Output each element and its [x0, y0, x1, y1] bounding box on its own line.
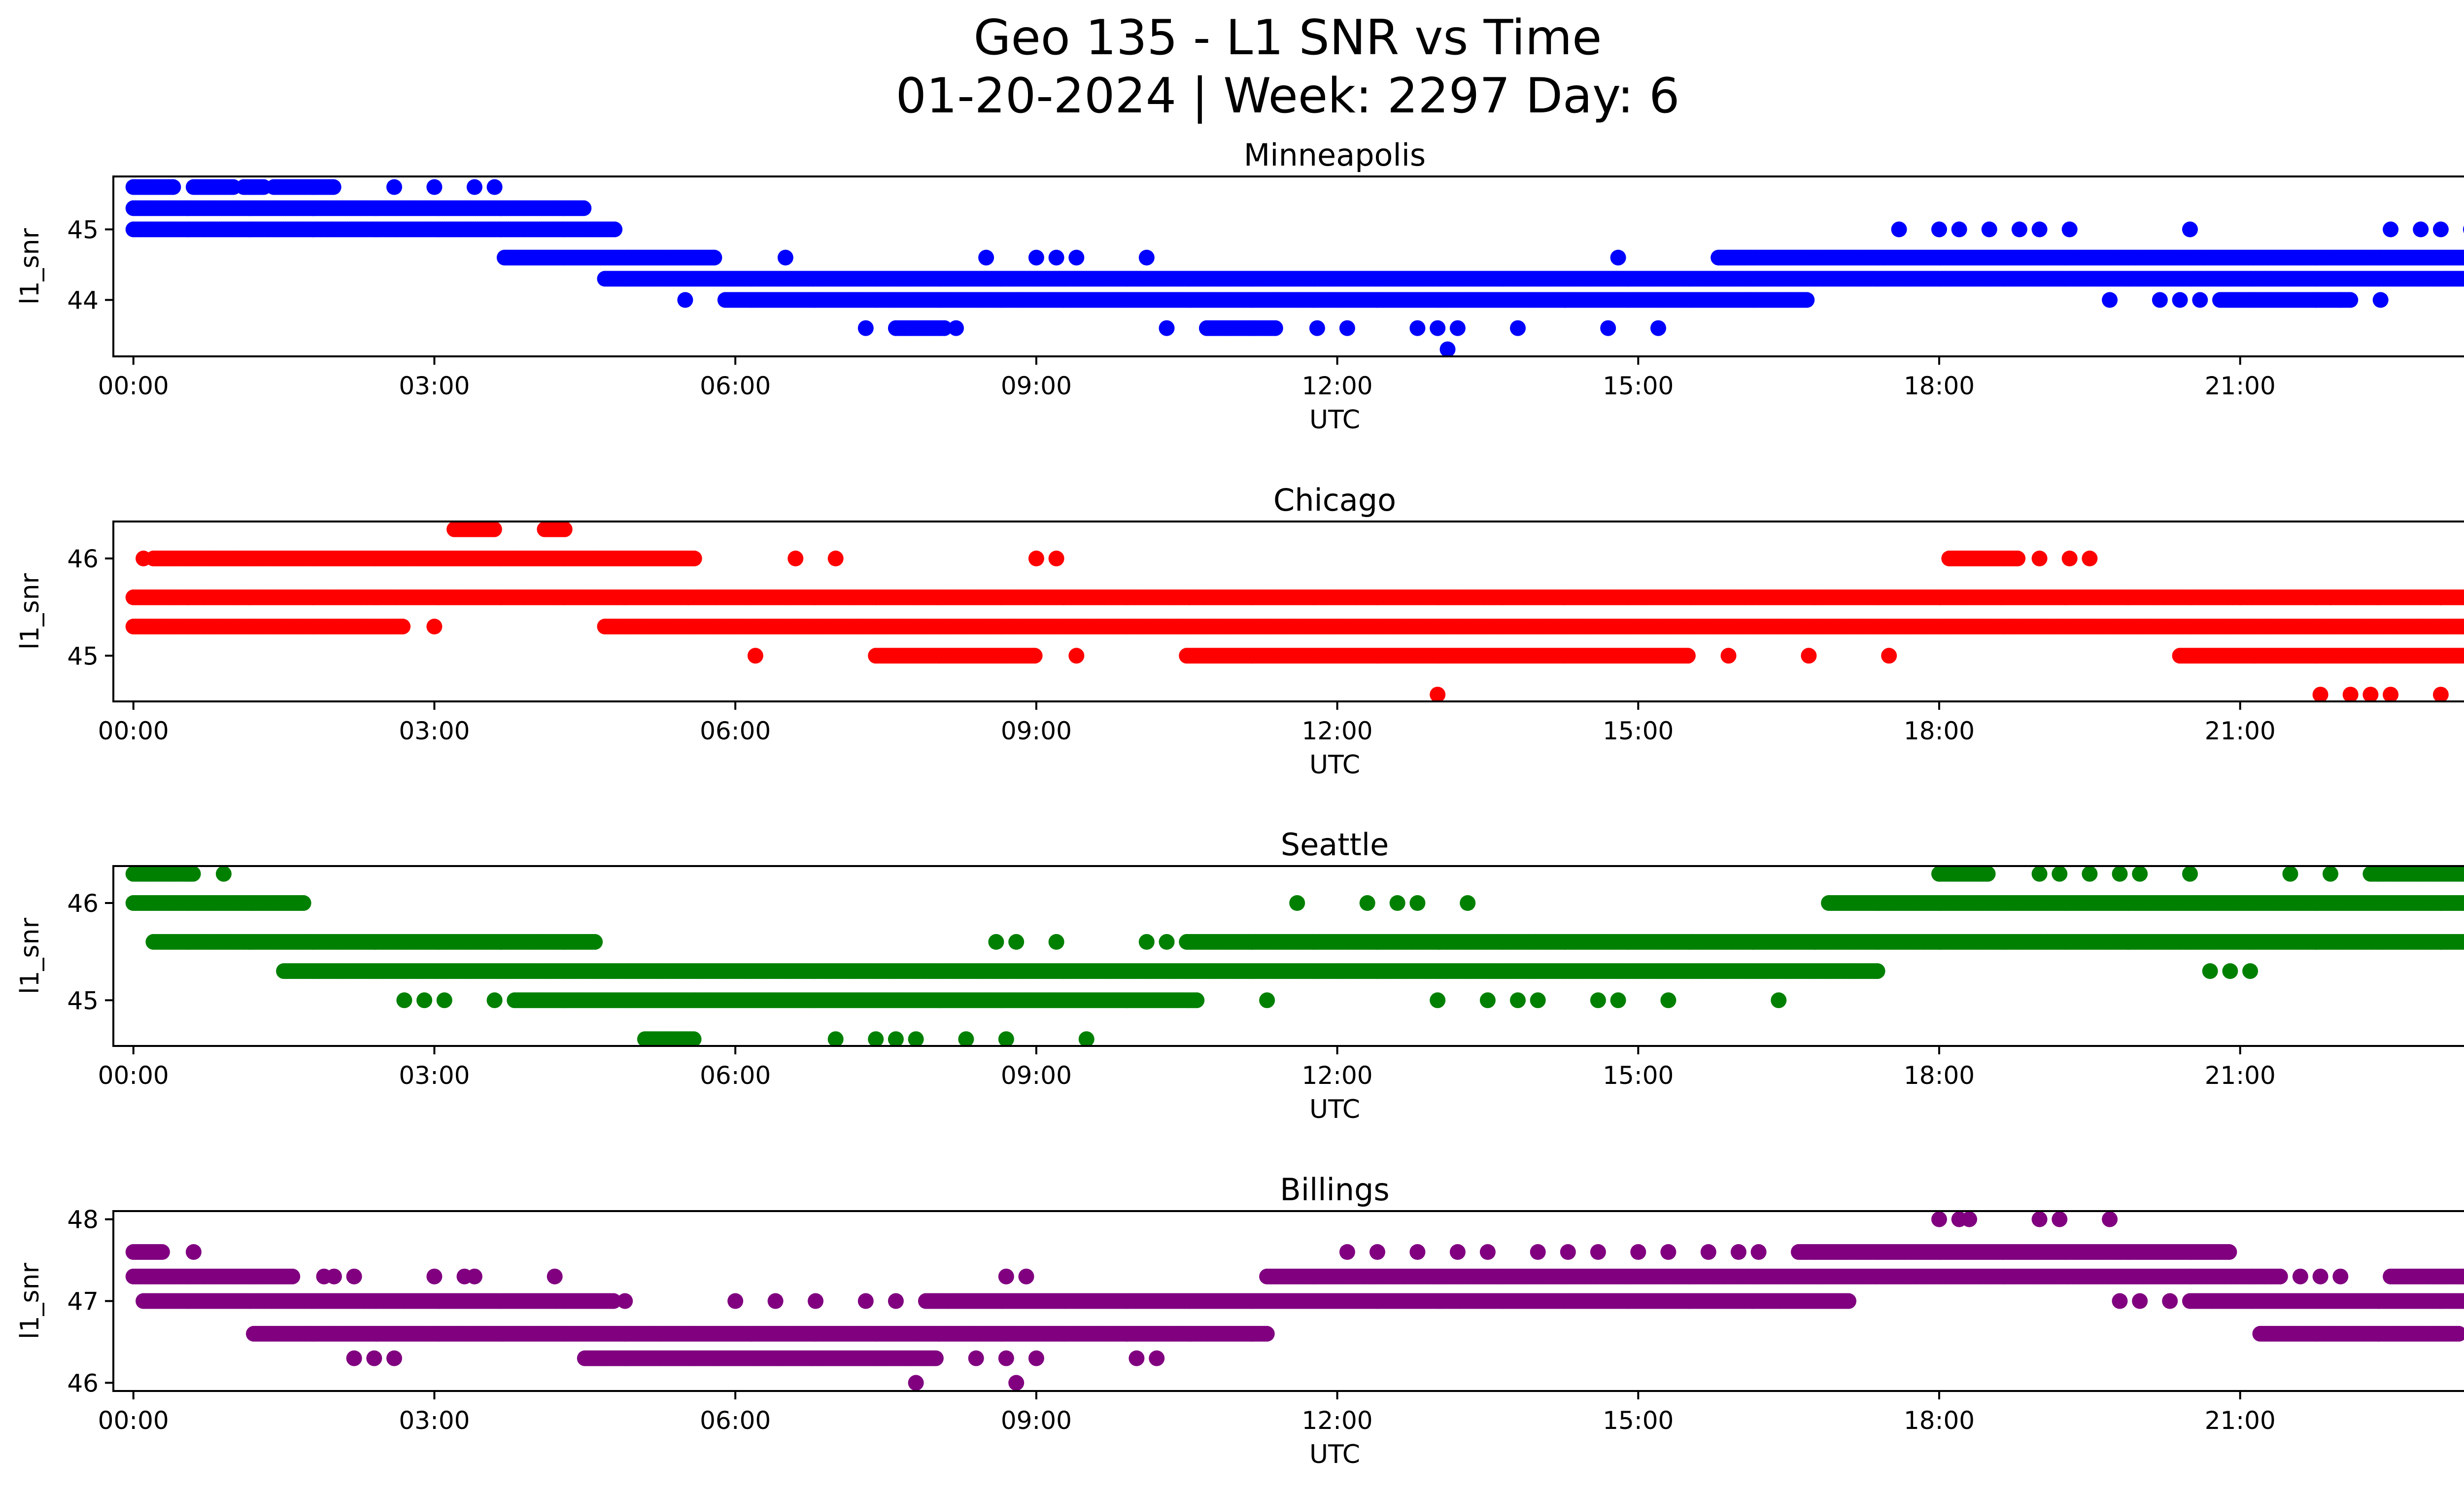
- data-point: [2152, 292, 2168, 308]
- data-point: [395, 619, 411, 635]
- data-point: [2463, 593, 2464, 602]
- data-point: [1439, 341, 1456, 356]
- data-point: [1068, 249, 1085, 266]
- data-point: [1309, 320, 1325, 336]
- data-point: [325, 179, 342, 195]
- data-point: [2462, 621, 2464, 632]
- data-point: [2332, 292, 2349, 308]
- data-point: [1048, 249, 1064, 266]
- data-point: [1951, 221, 1967, 238]
- subplots: Minneapolis 00:00 03:00 06:00 09:00 12:00 15:0…: [15, 137, 2464, 1469]
- data-point: [386, 179, 402, 195]
- data-point: [1799, 292, 1815, 308]
- data-point: [978, 249, 994, 266]
- x-tick-label-minneapolis: 18:00: [1904, 372, 1975, 400]
- data-point: [2061, 221, 2078, 238]
- figure-title: Geo 135 - L1 SNR vs Time: [973, 10, 1602, 66]
- x-tick-label-minneapolis: 15:00: [1603, 372, 1674, 400]
- data-point: [556, 522, 573, 537]
- data-point: [1339, 320, 1355, 336]
- data-point: [2462, 273, 2464, 284]
- data-point: [2372, 292, 2389, 308]
- data-point: [1600, 320, 1616, 336]
- data-point: [1931, 221, 1947, 238]
- data-point: [165, 179, 181, 195]
- figure-title-block: Geo 135 - L1 SNR vs Time 01-20-2024 | We…: [0, 9, 2464, 125]
- data-point: [1510, 320, 1526, 336]
- data-point: [1267, 320, 1283, 336]
- subplot-title-minneapolis: Minneapolis: [1244, 137, 1426, 173]
- data-point: [948, 320, 964, 336]
- subplot-minneapolis: Minneapolis 00:00 03:00 06:00 09:00 12:00 15:0…: [15, 137, 2464, 435]
- data-point: [2031, 221, 2048, 238]
- data-point: [607, 221, 623, 238]
- series-minneapolis: [125, 179, 2464, 356]
- data-point: [1027, 648, 1043, 664]
- data-point: [777, 249, 793, 266]
- x-tick-label-minneapolis: 00:00: [98, 372, 169, 400]
- data-point: [2010, 551, 2026, 566]
- y-axis-label-minneapolis: l1_snr: [15, 228, 45, 305]
- data-point: [1650, 320, 1666, 336]
- figure-subtitle: 01-20-2024 | Week: 2297 Day: 6: [895, 68, 1680, 124]
- x-tick-label-minneapolis: 06:00: [700, 372, 771, 400]
- data-point: [2461, 251, 2464, 264]
- data-point: [1028, 249, 1044, 266]
- series-chicago: [125, 522, 2464, 701]
- data-point: [486, 179, 503, 195]
- data-point: [1981, 221, 1997, 238]
- data-point: [857, 320, 874, 336]
- data-point: [706, 249, 722, 266]
- data-point: [1430, 320, 1446, 336]
- data-point: [936, 320, 953, 336]
- data-point: [466, 179, 482, 195]
- data-point: [426, 179, 443, 195]
- data-point: [2461, 591, 2464, 604]
- x-tick-label-minneapolis: 09:00: [1001, 372, 1072, 400]
- x-tick-label-minneapolis: 03:00: [399, 372, 470, 400]
- data-point: [1610, 249, 1626, 266]
- data-point: [1449, 320, 1466, 336]
- data-point: [2383, 221, 2399, 238]
- x-tick-label-minneapolis: 12:00: [1302, 372, 1373, 400]
- y-tick-label-minneapolis: 44: [67, 286, 99, 314]
- data-point: [1409, 320, 1426, 336]
- data-point: [2172, 292, 2188, 308]
- data-point: [2192, 292, 2208, 308]
- subplot-title-chicago: Chicago: [1273, 482, 1396, 518]
- x-tick-label-minneapolis: 21:00: [2205, 372, 2276, 400]
- data-point: [2432, 221, 2449, 238]
- data-point: [1891, 221, 1907, 238]
- data-point: [686, 551, 702, 566]
- data-point: [1138, 249, 1155, 266]
- data-point: [677, 292, 693, 308]
- x-axis-label-minneapolis: UTC: [1309, 405, 1360, 435]
- data-point: [2413, 221, 2429, 238]
- plot-frame-minneapolis: [112, 175, 2464, 357]
- data-point: [2182, 221, 2198, 238]
- data-point: [486, 522, 502, 537]
- data-point: [576, 200, 592, 216]
- data-point: [1159, 320, 1175, 336]
- data-point: [2011, 221, 2027, 238]
- data-point: [2102, 292, 2118, 308]
- y-tick-label-minneapolis: 45: [67, 215, 99, 244]
